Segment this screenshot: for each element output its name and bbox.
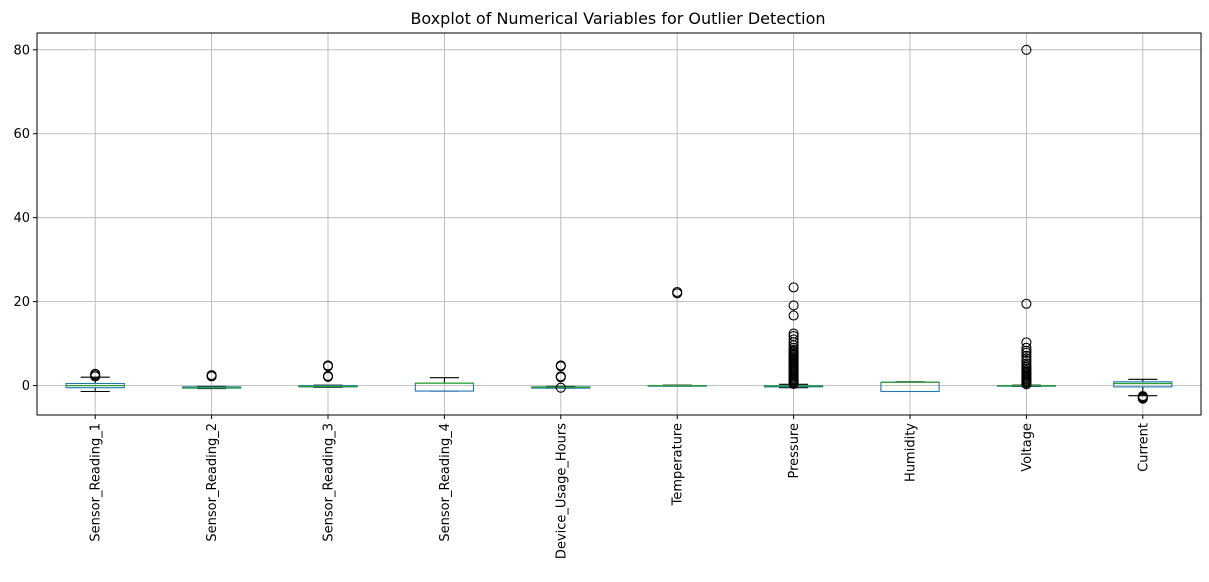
- y-tick-label: 40: [13, 211, 30, 226]
- box-sensor-reading-1: [65, 368, 125, 393]
- box-voltage: [996, 44, 1057, 390]
- x-tick-label: Voltage: [1020, 423, 1035, 472]
- outlier-point: [1021, 337, 1032, 348]
- outlier-point: [90, 368, 101, 379]
- outlier-point: [1021, 298, 1032, 309]
- x-tick-label: Sensor_Reading_4: [438, 423, 453, 542]
- outlier-point: [1021, 342, 1032, 353]
- outlier-point: [206, 370, 217, 381]
- y-tick-label: 80: [13, 43, 30, 58]
- outlier-point: [788, 282, 799, 293]
- outlier-point: [672, 286, 683, 298]
- box-device-usage-hours: [531, 360, 591, 393]
- box-sensor-reading-3: [298, 360, 358, 388]
- x-tick-label: Temperature: [671, 423, 686, 506]
- outlier-point: [788, 310, 799, 321]
- x-tick-label: Current: [1136, 423, 1151, 472]
- outlier-point: [1021, 44, 1032, 55]
- chart-title: Boxplot of Numerical Variables for Outli…: [410, 9, 825, 28]
- y-tick-label: 0: [22, 379, 30, 394]
- x-tick-label: Device_Usage_Hours: [554, 423, 569, 559]
- outlier-point: [1021, 358, 1032, 369]
- outlier-point: [788, 300, 799, 311]
- x-tick-label: Sensor_Reading_3: [322, 423, 337, 542]
- x-tick-label: Sensor_Reading_1: [89, 423, 104, 542]
- outlier-point: [788, 342, 799, 353]
- outlier-point: [555, 382, 566, 393]
- x-tick-label: Sensor_Reading_2: [205, 423, 220, 542]
- outlier-point: [788, 334, 799, 345]
- outlier-point: [788, 328, 799, 339]
- y-tick-label: 20: [13, 295, 30, 310]
- x-tick-label: Pressure: [787, 423, 802, 479]
- y-tick-label: 60: [13, 127, 30, 142]
- plot-frame: [36, 32, 1202, 416]
- outlier-point: [555, 371, 566, 382]
- outlier-point: [1021, 353, 1032, 364]
- outlier-point: [1021, 355, 1032, 366]
- x-tick-label: Humidity: [904, 423, 919, 482]
- iqr-box: [1113, 381, 1173, 388]
- outlier-point: [555, 360, 566, 371]
- outlier-point: [1137, 393, 1148, 404]
- x-axis: Sensor_Reading_1 Sensor_Reading_2 Sensor_R…: [89, 415, 1151, 559]
- box-current: [1113, 378, 1173, 404]
- box-pressure: [763, 282, 824, 389]
- box-sensor-reading-2: [181, 370, 242, 390]
- outlier-point: [788, 331, 799, 342]
- y-axis: 0 20 40 60 80: [13, 43, 37, 394]
- box-humidity: [880, 381, 940, 393]
- boxplot-series: [65, 44, 1173, 404]
- box-temperature: [647, 286, 707, 387]
- outlier-point: [1021, 350, 1032, 361]
- box-sensor-reading-4: [414, 377, 475, 392]
- outlier-point: [1021, 345, 1032, 356]
- outlier-point: [322, 360, 334, 371]
- outlier-point: [322, 370, 334, 382]
